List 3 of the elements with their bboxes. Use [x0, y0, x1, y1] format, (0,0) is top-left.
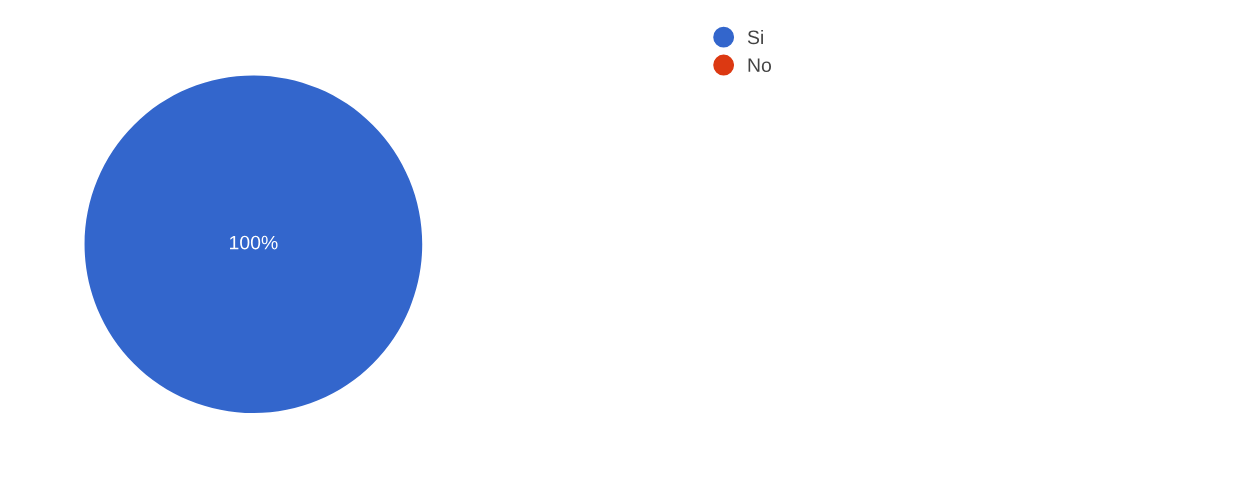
legend-label: No [748, 58, 772, 73]
data-label: 100% [230, 235, 278, 250]
legend-label: Si [747, 29, 763, 45]
